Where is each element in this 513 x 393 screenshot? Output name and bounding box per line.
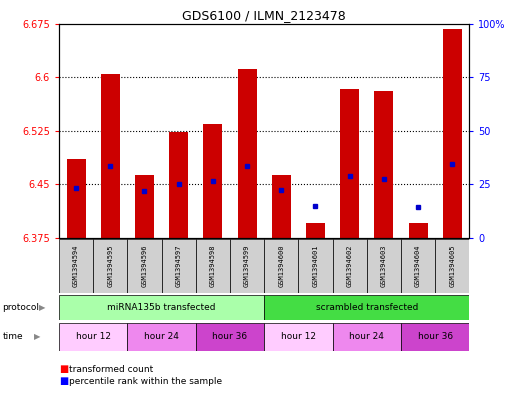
Text: miRNA135b transfected: miRNA135b transfected	[107, 303, 216, 312]
Bar	[409, 224, 427, 238]
Bar	[264, 323, 332, 351]
Text: hour 24: hour 24	[349, 332, 384, 341]
Bar	[127, 323, 196, 351]
Text: transformed count: transformed count	[69, 365, 153, 374]
Text: GSM1394594: GSM1394594	[73, 244, 79, 287]
Bar	[204, 123, 222, 238]
Text: GSM1394601: GSM1394601	[312, 244, 319, 287]
Text: ■: ■	[59, 376, 68, 386]
Bar	[59, 295, 264, 320]
Bar	[264, 295, 469, 320]
Bar	[306, 224, 325, 238]
Bar	[299, 239, 332, 293]
Bar	[401, 323, 469, 351]
Bar	[367, 239, 401, 293]
Text: GSM1394603: GSM1394603	[381, 244, 387, 287]
Text: GSM1394600: GSM1394600	[278, 244, 284, 287]
Text: ▶: ▶	[40, 303, 46, 312]
Text: protocol: protocol	[3, 303, 40, 312]
Text: hour 12: hour 12	[281, 332, 316, 341]
Bar	[435, 239, 469, 293]
Text: hour 36: hour 36	[212, 332, 248, 341]
Bar	[127, 239, 162, 293]
Bar	[230, 239, 264, 293]
Bar	[135, 175, 154, 238]
Text: GSM1394604: GSM1394604	[415, 244, 421, 287]
Text: scrambled transfected: scrambled transfected	[315, 303, 418, 312]
Bar	[169, 132, 188, 238]
Text: ▶: ▶	[34, 332, 41, 341]
Bar	[264, 239, 299, 293]
Text: GSM1394598: GSM1394598	[210, 244, 216, 287]
Text: GSM1394595: GSM1394595	[107, 244, 113, 287]
Bar	[238, 68, 256, 238]
Text: GSM1394597: GSM1394597	[175, 244, 182, 287]
Text: GSM1394602: GSM1394602	[347, 244, 353, 287]
Text: hour 24: hour 24	[144, 332, 179, 341]
Bar	[67, 159, 86, 238]
Bar	[401, 239, 435, 293]
Text: percentile rank within the sample: percentile rank within the sample	[69, 377, 222, 386]
Bar	[196, 323, 264, 351]
Bar	[340, 89, 359, 238]
Bar	[162, 239, 196, 293]
Text: hour 12: hour 12	[76, 332, 111, 341]
Bar	[332, 323, 401, 351]
Bar	[374, 92, 393, 238]
Text: ■: ■	[59, 364, 68, 375]
Bar	[59, 323, 127, 351]
Text: hour 36: hour 36	[418, 332, 453, 341]
Text: GSM1394605: GSM1394605	[449, 244, 456, 287]
Bar	[101, 73, 120, 238]
Title: GDS6100 / ILMN_2123478: GDS6100 / ILMN_2123478	[182, 9, 346, 22]
Bar	[272, 175, 291, 238]
Text: GSM1394599: GSM1394599	[244, 244, 250, 287]
Bar	[93, 239, 127, 293]
Bar	[443, 29, 462, 238]
Bar	[332, 239, 367, 293]
Bar	[196, 239, 230, 293]
Text: GSM1394596: GSM1394596	[142, 244, 148, 287]
Bar	[59, 239, 93, 293]
Text: time: time	[3, 332, 23, 341]
